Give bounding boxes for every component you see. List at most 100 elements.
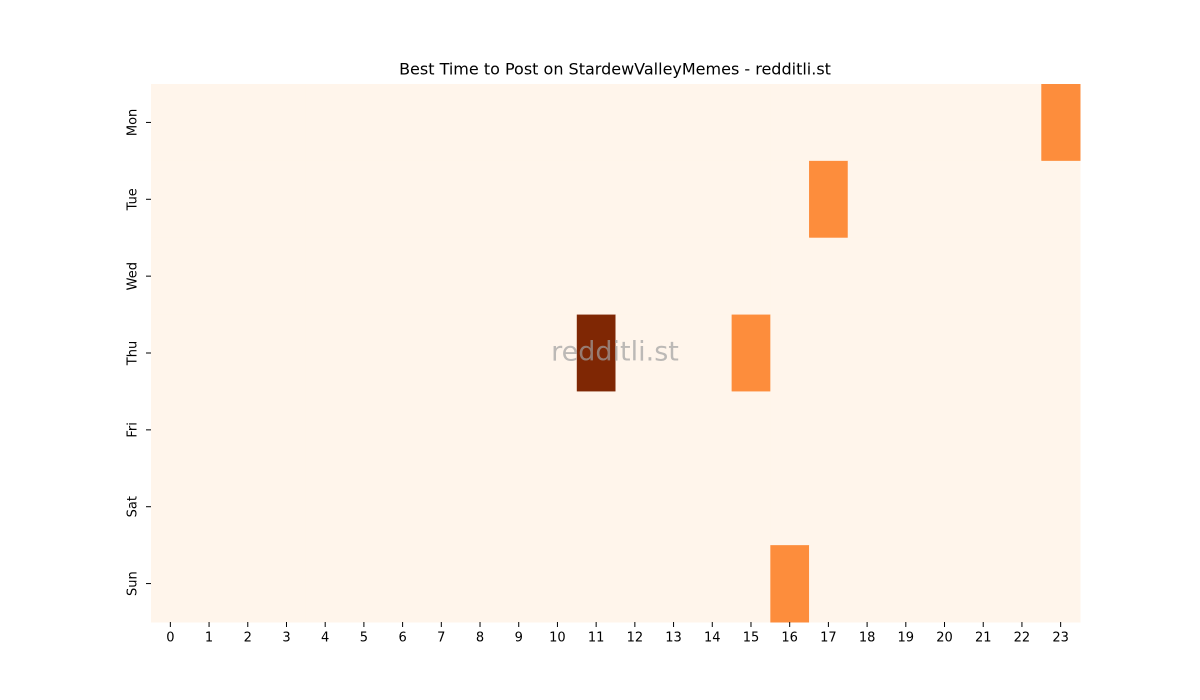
heatmap-cell bbox=[576, 545, 616, 623]
heatmap-cell bbox=[731, 84, 771, 162]
x-tick-label: 10 bbox=[549, 631, 566, 646]
heatmap-cell bbox=[692, 160, 733, 239]
y-tick-label: Wed bbox=[126, 262, 141, 290]
heatmap-cell bbox=[421, 468, 462, 546]
heatmap-cell bbox=[925, 545, 965, 623]
heatmap-cell bbox=[770, 468, 810, 546]
heatmap-cell bbox=[1002, 84, 1042, 162]
heatmap-cell bbox=[151, 468, 191, 546]
heatmap-cell bbox=[305, 545, 346, 623]
heatmap-cell bbox=[460, 237, 500, 316]
heatmap-cell bbox=[809, 237, 849, 316]
heatmap-cell bbox=[267, 160, 307, 239]
heatmap-cell bbox=[189, 160, 229, 239]
heatmap-cell bbox=[654, 237, 694, 316]
heatmap-cell bbox=[1041, 160, 1081, 239]
heatmap-cell bbox=[615, 237, 655, 316]
heatmap-cell bbox=[925, 160, 965, 239]
heatmap-cell bbox=[228, 545, 268, 623]
heatmap-cell bbox=[770, 84, 810, 162]
heatmap-cell bbox=[1002, 468, 1042, 546]
heatmap-cell bbox=[1041, 314, 1081, 392]
heatmap-cell bbox=[151, 314, 191, 392]
heatmap-cell bbox=[228, 160, 268, 239]
x-tick-label: 6 bbox=[398, 631, 406, 646]
heatmap-cell bbox=[615, 468, 655, 546]
heatmap-cell bbox=[189, 545, 229, 623]
heatmap-cell bbox=[151, 237, 191, 316]
y-tick-label: Fri bbox=[126, 422, 141, 438]
heatmap-cell bbox=[809, 545, 849, 623]
heatmap-cell bbox=[615, 314, 655, 392]
heatmap-cell bbox=[344, 468, 384, 546]
heatmap-cell bbox=[925, 237, 965, 316]
heatmap-cell bbox=[267, 237, 307, 316]
heatmap-cell bbox=[925, 314, 965, 392]
heatmap-cell bbox=[1002, 391, 1042, 469]
heatmap-cell bbox=[886, 468, 926, 546]
heatmap-cell bbox=[1002, 237, 1042, 316]
heatmap-cell bbox=[421, 314, 462, 392]
heatmap-cell bbox=[305, 237, 346, 316]
heatmap-cell bbox=[151, 391, 191, 469]
heatmap-cell bbox=[963, 545, 1004, 623]
heatmap-cell bbox=[925, 468, 965, 546]
heatmap-cell bbox=[1041, 545, 1081, 623]
heatmap-cell bbox=[267, 391, 307, 469]
y-tick-label: Mon bbox=[126, 109, 141, 136]
heatmap-cell bbox=[1041, 84, 1081, 162]
heatmap-cell bbox=[383, 391, 423, 469]
heatmap-cell bbox=[460, 545, 500, 623]
heatmap-cell bbox=[654, 468, 694, 546]
x-tick-label: 16 bbox=[781, 631, 798, 646]
heatmap-cell bbox=[886, 391, 926, 469]
x-tick-label: 21 bbox=[975, 631, 992, 646]
heatmap-cell bbox=[499, 84, 539, 162]
heatmap-cell bbox=[499, 391, 539, 469]
heatmap-cell bbox=[499, 468, 539, 546]
heatmap-cell bbox=[847, 468, 887, 546]
heatmap-cell bbox=[886, 237, 926, 316]
heatmap-cell bbox=[228, 84, 268, 162]
heatmap-cell bbox=[847, 237, 887, 316]
heatmap-cell bbox=[460, 314, 500, 392]
heatmap-cell bbox=[344, 391, 384, 469]
heatmap-cell bbox=[615, 545, 655, 623]
heatmap-cell bbox=[189, 391, 229, 469]
heatmap-cell bbox=[151, 160, 191, 239]
heatmap-cell bbox=[692, 84, 733, 162]
heatmap-cell bbox=[731, 160, 771, 239]
heatmap-cell bbox=[305, 391, 346, 469]
heatmap-cell bbox=[847, 545, 887, 623]
heatmap-cell bbox=[499, 237, 539, 316]
x-tick-label: 7 bbox=[437, 631, 445, 646]
x-tick-label: 8 bbox=[476, 631, 484, 646]
heatmap-cell bbox=[344, 314, 384, 392]
x-tick-label: 12 bbox=[627, 631, 644, 646]
heatmap-cell bbox=[538, 391, 578, 469]
x-tick-label: 0 bbox=[166, 631, 174, 646]
heatmap-cell bbox=[576, 391, 616, 469]
x-tick-label: 11 bbox=[588, 631, 605, 646]
heatmap-cell bbox=[460, 160, 500, 239]
x-tick-label: 13 bbox=[665, 631, 682, 646]
heatmap-cell bbox=[847, 391, 887, 469]
heatmap-cell bbox=[228, 468, 268, 546]
heatmap-cell bbox=[847, 314, 887, 392]
heatmap-cell bbox=[847, 160, 887, 239]
heatmap-cell bbox=[499, 545, 539, 623]
x-tick-label: 15 bbox=[743, 631, 760, 646]
heatmap-cell bbox=[886, 314, 926, 392]
y-tick-label: Sun bbox=[126, 571, 141, 596]
heatmap-cell bbox=[383, 545, 423, 623]
heatmap-cell bbox=[963, 314, 1004, 392]
heatmap-cell bbox=[770, 160, 810, 239]
heatmap-cell bbox=[499, 160, 539, 239]
heatmap-cell bbox=[421, 391, 462, 469]
heatmap-cell bbox=[1041, 468, 1081, 546]
heatmap-cell bbox=[538, 314, 578, 392]
x-tick-label: 1 bbox=[205, 631, 213, 646]
heatmap-cell bbox=[344, 545, 384, 623]
